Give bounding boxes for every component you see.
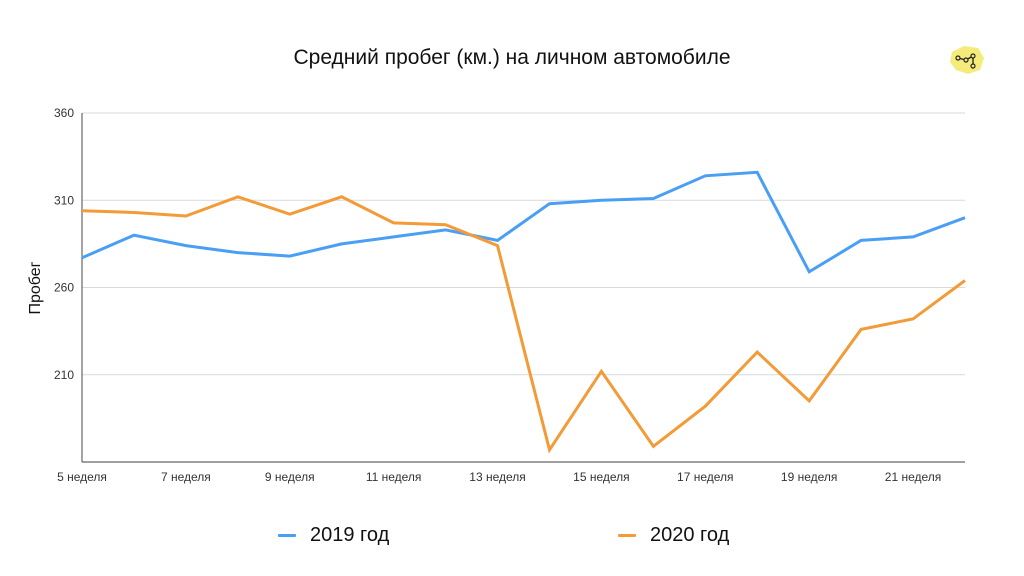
x-tick-label: 21 неделя	[885, 470, 942, 484]
x-tick-label: 15 неделя	[573, 470, 630, 484]
x-tick-label: 13 неделя	[469, 470, 526, 484]
legend-label-2019: 2019 год	[310, 524, 390, 546]
x-tick-label: 5 неделя	[57, 470, 107, 484]
y-tick-label: 260	[54, 281, 74, 295]
chart-title: Средний пробег (км.) на личном автомобил…	[293, 46, 731, 69]
axes	[81, 113, 965, 463]
graph-nodes-icon	[950, 46, 984, 74]
legend-item-2020[interactable]: 2020 год	[618, 524, 729, 547]
legend-swatch-2020	[618, 534, 636, 537]
x-tick-label: 9 неделя	[265, 470, 315, 484]
series-line-2020	[81, 195, 966, 454]
legend-label-2020: 2020 год	[650, 524, 730, 546]
gridlines	[82, 112, 965, 376]
series-lines	[81, 170, 966, 454]
x-tick-label: 17 неделя	[677, 470, 734, 484]
logo	[946, 44, 986, 76]
legend-swatch-2019	[278, 534, 296, 537]
x-tick-label: 7 неделя	[161, 470, 211, 484]
y-axis-ticks: 360 310 260 210	[54, 106, 74, 382]
x-tick-label: 19 неделя	[781, 470, 838, 484]
legend: 2019 год 2020 год	[0, 520, 1024, 550]
y-tick-label: 360	[54, 106, 74, 120]
y-tick-label: 310	[54, 193, 74, 207]
series-line-2019	[81, 170, 966, 274]
legend-item-2019[interactable]: 2019 год	[278, 524, 389, 547]
x-axis-ticks: 5 неделя 7 неделя 9 неделя 11 неделя 13 неде…	[57, 470, 941, 484]
x-tick-label: 11 неделя	[366, 470, 422, 484]
y-tick-label: 210	[54, 368, 74, 382]
